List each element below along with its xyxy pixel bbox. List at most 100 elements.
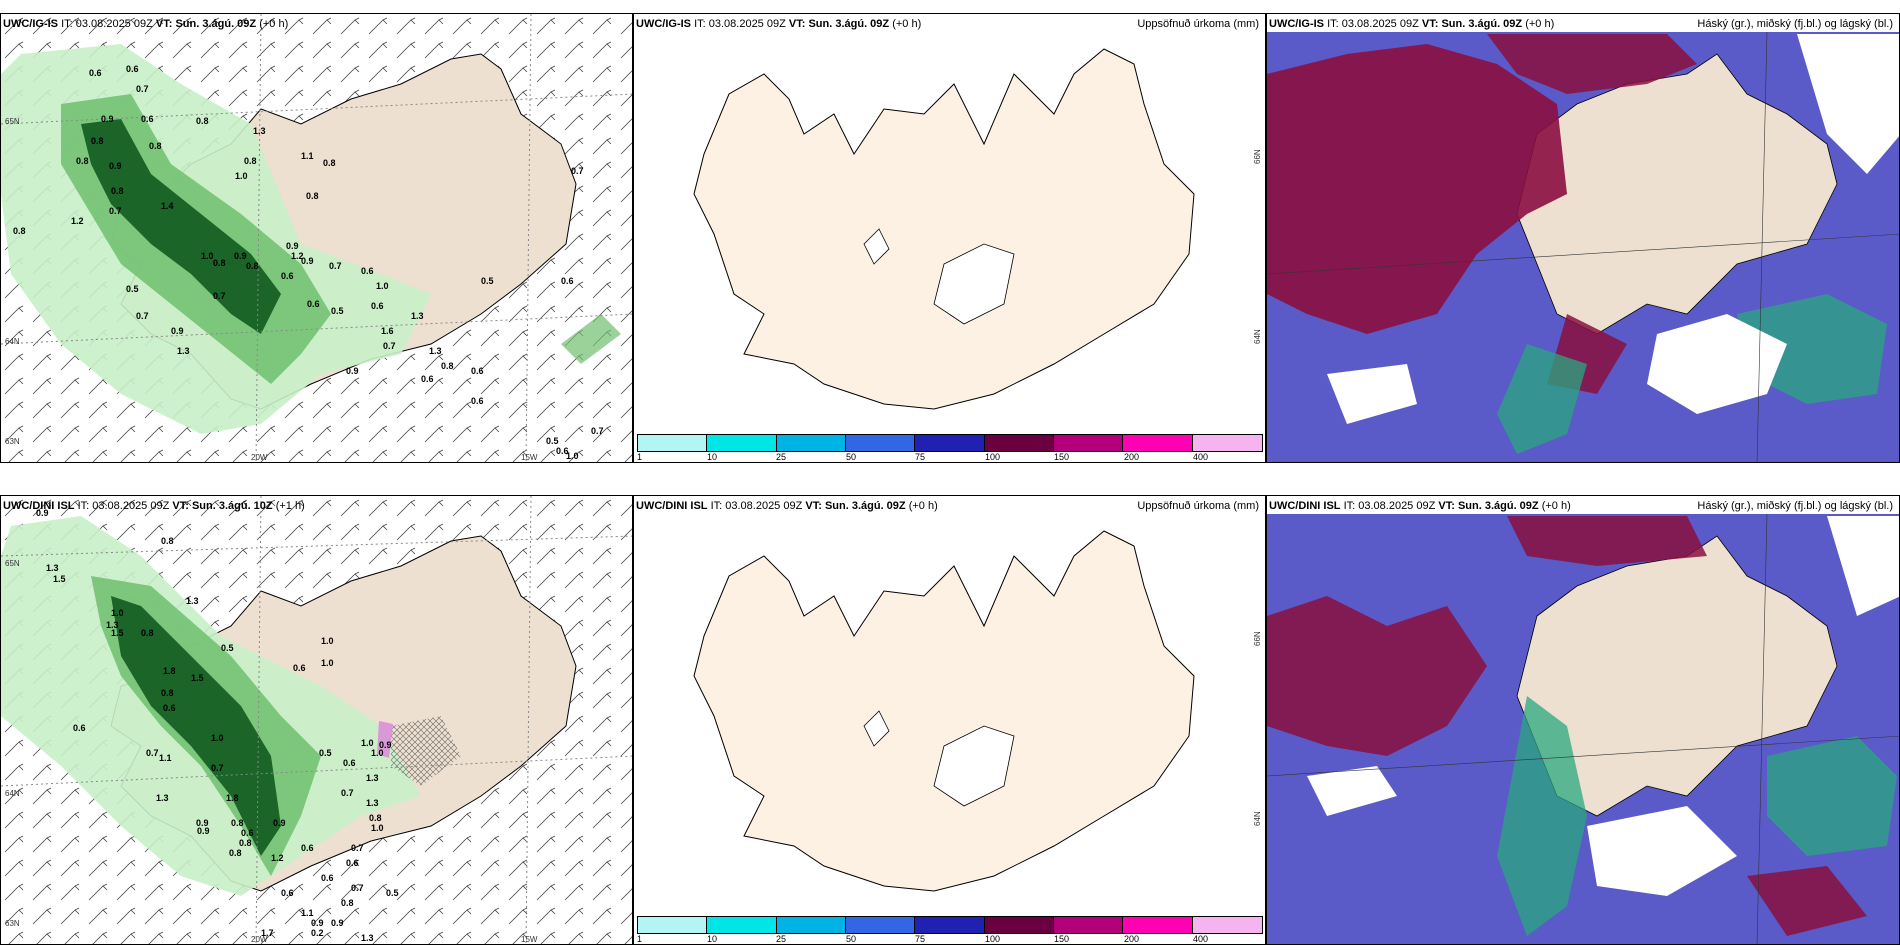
clear-sky: [1327, 364, 1417, 424]
glacier-hole: [863, 710, 890, 747]
colorbar-label: 25: [776, 934, 787, 944]
colorbar-label: 1: [637, 934, 643, 944]
precip-value-label: 0.8: [13, 226, 26, 236]
it-value: 03.08.2025 09Z: [92, 500, 170, 512]
precip-value-label: 1.0: [566, 451, 579, 461]
precip-value-label: 0.8: [323, 158, 336, 168]
lat-label: 66N: [1253, 631, 1262, 646]
precip-value-label: 0.9: [346, 366, 359, 376]
precip-value-label: 0.6: [281, 888, 294, 898]
clouds-map[interactable]: [1267, 496, 1900, 945]
accum-precip-map[interactable]: 66N 64N: [634, 14, 1266, 463]
precip-value-label: 0.7: [136, 84, 149, 94]
colorbar-swatch: [915, 435, 985, 451]
precip-value-label: 1.4: [161, 201, 174, 211]
precip-value-label: 0.9: [286, 241, 299, 251]
panel-title: UWC/IG-IS IT: 03.08.2025 09Z VT: Sun. 3.…: [3, 18, 288, 30]
it-label: IT:: [61, 18, 73, 30]
colorbar-label: 400: [1193, 934, 1209, 944]
precip-value-label: 0.8: [239, 838, 252, 848]
lat-label: 64N: [5, 337, 20, 346]
precip-east: [561, 314, 621, 364]
vt-value: Sun. 3.ágú. 09Z: [175, 18, 257, 30]
precip-value-label: 0.5: [386, 888, 399, 898]
precip-value-label: 1.0: [371, 748, 384, 758]
precip-value-label: 0.7: [109, 206, 122, 216]
colorbar-swatch: [638, 917, 708, 933]
precip-value-label: 0.6: [346, 858, 359, 868]
colorbar-swatch: [1192, 435, 1262, 451]
graticule: [1267, 31, 1899, 462]
vt-value: Sun. 3.ágú. 10Z: [191, 500, 273, 512]
panel-accum-precip-dini: UWC/DINI ISL IT: 03.08.2025 09Z VT: Sun.…: [633, 495, 1266, 945]
colorbar-label: 200: [1124, 934, 1140, 944]
clear-sky: [1797, 34, 1899, 174]
precip-value-label: 0.9: [171, 326, 184, 336]
graticule: [1, 496, 632, 944]
land-visible: [1516, 53, 1838, 335]
precip-value-label: 0.9: [379, 740, 392, 750]
precip-value-label: 1.0: [376, 281, 389, 291]
colorbar-label: 50: [846, 452, 857, 462]
precip-value-label: 1.1: [301, 151, 314, 161]
clouds-map[interactable]: [1267, 14, 1900, 463]
it-label: IT:: [1327, 18, 1339, 30]
colorbar-swatch: [707, 917, 777, 933]
colorbar-label: 150: [1054, 934, 1070, 944]
it-label: IT:: [1343, 500, 1356, 512]
panel-title: UWC/IG-IS IT: 03.08.2025 09Z VT: Sun. 3.…: [1269, 18, 1554, 30]
precip-value-label: 0.8: [369, 813, 382, 823]
precip-value-label: 0.9: [301, 256, 314, 266]
precip-value-label: 1.0: [111, 608, 124, 618]
precip-value-label: 0.5: [221, 643, 234, 653]
lead-time: (+0 h): [1525, 18, 1555, 30]
precip-value-label: 0.6: [293, 663, 306, 673]
model-name: UWC/DINI ISL: [636, 500, 708, 512]
lat-label: 64N: [1253, 811, 1262, 826]
colorbar-label: 10: [707, 452, 718, 462]
precip-value-label: 1.2: [271, 853, 284, 863]
mid-cloud-layer: [1267, 44, 1567, 334]
precip-value-label: 0.8: [161, 536, 174, 546]
lat-label: 64N: [5, 789, 20, 798]
precip-value-label: 0.5: [546, 436, 559, 446]
colorbar-swatch: [1053, 917, 1124, 933]
panel-clouds-igis: UWC/IG-IS IT: 03.08.2025 09Z VT: Sun. 3.…: [1266, 13, 1900, 463]
accum-precip-map[interactable]: 66N 64N: [634, 496, 1266, 945]
precip-value-label: 0.9: [273, 818, 286, 828]
precip-value-label: 0.6: [421, 374, 434, 384]
precip-wind-map[interactable]: 65N 64N 63N 20W 15W 0.6 0.60.70.80.90.80.…: [1, 14, 633, 463]
precip-value-label: 1.8: [163, 666, 176, 676]
precip-value-label: 0.8: [246, 261, 259, 271]
colorbar-label: 10: [707, 934, 718, 944]
precip-value-label: 0.8: [76, 156, 89, 166]
precip-value-label: 1.0: [361, 738, 374, 748]
high-cloud-layer: [1737, 294, 1887, 404]
graticule: [1267, 513, 1899, 944]
precip-value-label: 1.6: [381, 326, 394, 336]
precip-value-label: 1.3: [361, 933, 374, 943]
precip-value-label: 1.2: [71, 216, 84, 226]
mid-cloud-layer: [1747, 866, 1867, 936]
precip-value-label: 0.8: [111, 186, 124, 196]
precip-value-label: 0.9: [331, 918, 344, 928]
model-name: UWC/IG-IS: [3, 18, 58, 30]
precip-value-label: 1.1: [159, 753, 172, 763]
lead-time: (+1 h): [275, 500, 305, 512]
panel-variable-title: Uppsöfnuð úrkoma (mm): [1137, 18, 1259, 30]
precip-value-labels: 0.6 0.60.70.80.90.80.81.20.60.80.90.81.01…: [13, 64, 604, 461]
vt-label: VT:: [1421, 18, 1439, 30]
vt-value: Sun. 3.ágú. 09Z: [808, 18, 890, 30]
precip-value-label: 0.8: [213, 258, 226, 268]
precip-value-label: 0.9: [234, 251, 247, 261]
precip-wind-map[interactable]: 65N 64N 63N 20W 15W 0.90.81.31.51.31.01.…: [1, 496, 633, 945]
iceland-land: [693, 530, 1195, 892]
lead-time: (+0 h): [892, 18, 922, 30]
precip-value-label: 0.9: [311, 918, 324, 928]
it-label: IT:: [694, 18, 706, 30]
glacier-hole: [863, 228, 890, 265]
precip-value-label: 1.3: [177, 346, 190, 356]
precip-value-label: 0.7: [351, 843, 364, 853]
precip-value-label: 1.3: [106, 620, 119, 630]
colorbar-label: 150: [1054, 452, 1070, 462]
